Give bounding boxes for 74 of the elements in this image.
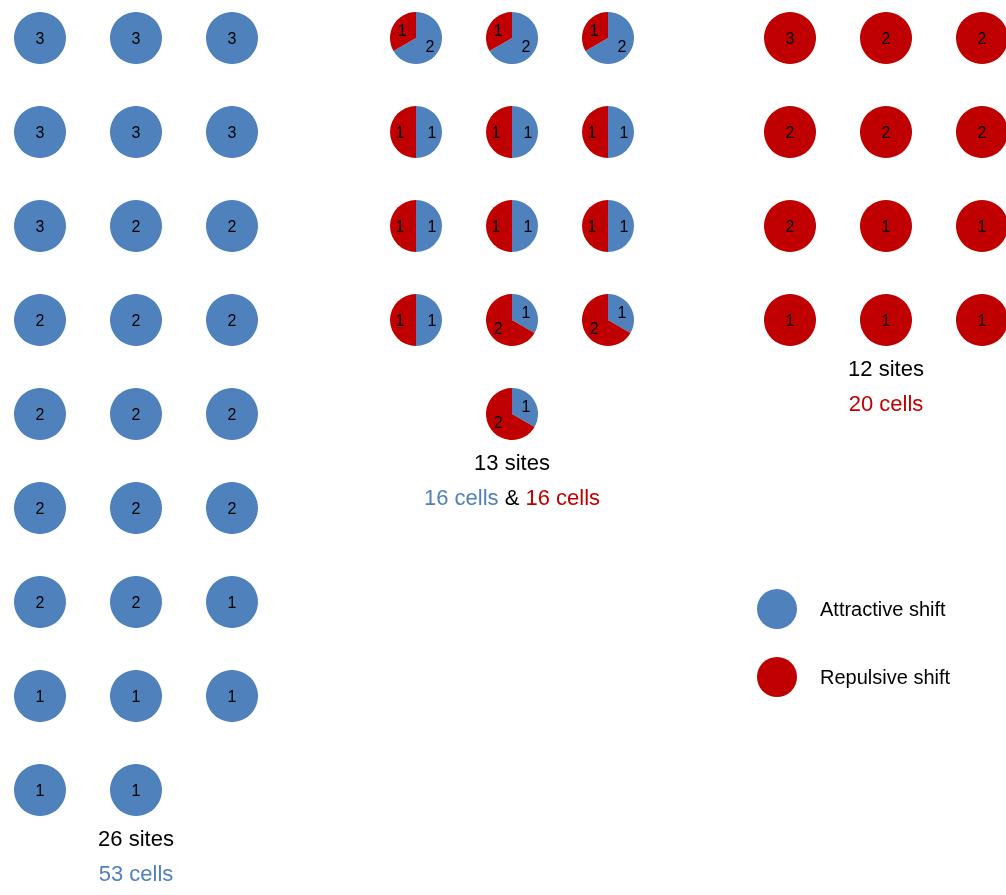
data-label: 2 [227, 405, 237, 423]
data-label: 2 [493, 413, 503, 431]
data-label: 1 [491, 217, 501, 235]
data-label: 2 [227, 311, 237, 329]
data-label: 1 [35, 781, 45, 799]
text: 16 cells [525, 484, 601, 510]
data-label: 3 [35, 217, 45, 235]
data-label: 1 [395, 217, 405, 235]
data-label: 1 [427, 311, 437, 329]
data-label: 1 [227, 687, 237, 705]
data-label: 1 [587, 217, 597, 235]
legend-label: Repulsive shift [820, 665, 951, 689]
data-label: 1 [589, 21, 599, 39]
data-label: 1 [491, 123, 501, 141]
data-label: 1 [881, 311, 891, 329]
data-label: 1 [977, 217, 987, 235]
data-label: 1 [617, 303, 627, 321]
data-label: 2 [131, 405, 141, 423]
data-label: 3 [785, 29, 795, 47]
text: 20 cells [848, 390, 924, 416]
data-label: 1 [35, 687, 45, 705]
data-label: 2 [131, 311, 141, 329]
data-label: 2 [617, 37, 627, 55]
data-label: 1 [587, 123, 597, 141]
data-label: 1 [131, 687, 141, 705]
text: 12 sites [848, 355, 924, 381]
data-label: 1 [881, 217, 891, 235]
data-label: 3 [227, 123, 237, 141]
data-label: 1 [427, 217, 437, 235]
data-label: 2 [589, 319, 599, 337]
data-label: 2 [785, 217, 795, 235]
data-label: 2 [131, 499, 141, 517]
text: 16 cells [423, 484, 499, 510]
data-label: 1 [227, 593, 237, 611]
data-label: 2 [131, 593, 141, 611]
data-label: 2 [785, 123, 795, 141]
text: 26 sites [98, 825, 174, 851]
data-label: 3 [35, 123, 45, 141]
data-label: 1 [427, 123, 437, 141]
data-label: 2 [35, 499, 45, 517]
data-label: 1 [395, 311, 405, 329]
data-label: 3 [35, 29, 45, 47]
data-label: 1 [523, 123, 533, 141]
text: 13 sites [474, 449, 550, 475]
data-label: 3 [131, 123, 141, 141]
data-label: 2 [227, 217, 237, 235]
data-label: 1 [493, 21, 503, 39]
data-label: 1 [521, 303, 531, 321]
data-label: 1 [395, 123, 405, 141]
data-label: 2 [227, 499, 237, 517]
data-label: 2 [977, 29, 987, 47]
data-label: 2 [881, 29, 891, 47]
data-label: 2 [493, 319, 503, 337]
data-label: 2 [521, 37, 531, 55]
data-label: 1 [131, 781, 141, 799]
text: & [504, 484, 520, 510]
data-label: 2 [131, 217, 141, 235]
data-label: 2 [35, 311, 45, 329]
data-label: 1 [523, 217, 533, 235]
data-label: 3 [131, 29, 141, 47]
legend-label: Attractive shift [820, 597, 946, 621]
data-label: 1 [521, 397, 531, 415]
data-label: 2 [977, 123, 987, 141]
data-label: 2 [35, 405, 45, 423]
data-label: 2 [35, 593, 45, 611]
data-label: 1 [397, 21, 407, 39]
data-label: 1 [785, 311, 795, 329]
data-label: 1 [619, 217, 629, 235]
data-label: 2 [425, 37, 435, 55]
text: 53 cells [98, 860, 174, 886]
data-label: 3 [227, 29, 237, 47]
data-label: 1 [977, 311, 987, 329]
data-label: 2 [881, 123, 891, 141]
data-label: 1 [619, 123, 629, 141]
